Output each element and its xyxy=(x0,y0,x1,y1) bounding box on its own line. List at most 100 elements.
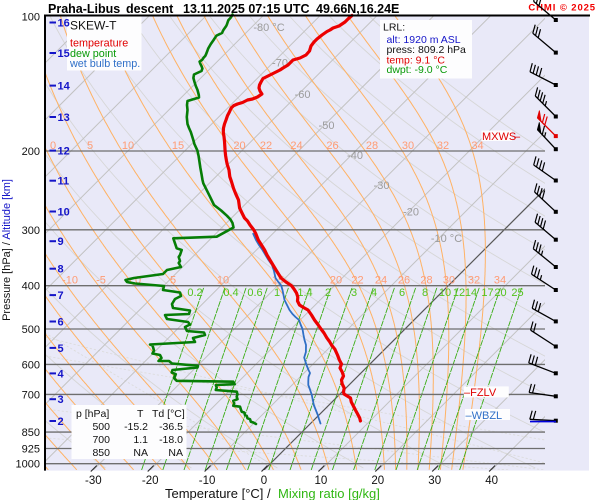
svg-text:Praha-Libus: Praha-Libus xyxy=(48,2,120,16)
svg-text:10: 10 xyxy=(439,287,451,299)
svg-text:30: 30 xyxy=(443,275,455,287)
svg-text:–WBZL: –WBZL xyxy=(466,410,503,422)
svg-text:0.6: 0.6 xyxy=(247,287,262,299)
svg-text:/: / xyxy=(267,486,271,500)
svg-text:NA: NA xyxy=(168,447,183,459)
svg-text:3: 3 xyxy=(58,394,64,406)
svg-text:13: 13 xyxy=(58,112,70,124)
svg-text:14: 14 xyxy=(465,287,477,299)
svg-text:15: 15 xyxy=(172,140,184,152)
svg-text:p [hPa]: p [hPa] xyxy=(76,408,109,420)
svg-text:MXWS: MXWS xyxy=(482,131,516,143)
svg-text:20: 20 xyxy=(371,475,384,487)
svg-text:5: 5 xyxy=(87,140,93,152)
svg-text:-30: -30 xyxy=(374,180,390,192)
svg-text:-50: -50 xyxy=(319,120,335,132)
svg-text:Td [°C]: Td [°C] xyxy=(152,408,185,420)
svg-text:24: 24 xyxy=(290,140,302,152)
svg-text:-20: -20 xyxy=(403,207,419,219)
svg-text:32: 32 xyxy=(437,140,449,152)
svg-text:700: 700 xyxy=(92,434,110,446)
svg-text:0: 0 xyxy=(50,140,56,152)
svg-text:200: 200 xyxy=(22,146,40,158)
svg-text:26: 26 xyxy=(398,275,410,287)
svg-text:30: 30 xyxy=(402,140,414,152)
svg-text:40: 40 xyxy=(485,475,498,487)
svg-text:32: 32 xyxy=(468,275,480,287)
svg-text:28: 28 xyxy=(420,275,432,287)
svg-text:LRL:: LRL: xyxy=(383,22,405,34)
svg-text:8: 8 xyxy=(422,287,428,299)
svg-text:10: 10 xyxy=(217,275,229,287)
svg-text:3: 3 xyxy=(351,287,357,299)
svg-text:0: 0 xyxy=(261,475,267,487)
svg-text:Temperature [°C]: Temperature [°C] xyxy=(165,486,263,500)
svg-text:24: 24 xyxy=(375,275,387,287)
svg-text:49.66N,16.24E: 49.66N,16.24E xyxy=(316,2,399,16)
svg-text:temp: 9.1 °C: temp: 9.1 °C xyxy=(387,55,446,67)
svg-text:500: 500 xyxy=(22,324,40,336)
svg-text:25: 25 xyxy=(511,287,523,299)
svg-text:14: 14 xyxy=(58,81,71,93)
svg-text:12: 12 xyxy=(58,146,70,158)
svg-text:0: 0 xyxy=(135,275,141,287)
svg-text:700: 700 xyxy=(22,389,40,401)
svg-text:dwpt: -9.0 °C: dwpt: -9.0 °C xyxy=(387,64,448,76)
svg-text:34: 34 xyxy=(494,275,506,287)
svg-text:34: 34 xyxy=(471,140,483,152)
svg-text:1.4: 1.4 xyxy=(297,287,312,299)
svg-text:6: 6 xyxy=(58,317,64,329)
svg-text:1000: 1000 xyxy=(16,459,40,471)
svg-text:17: 17 xyxy=(481,287,493,299)
svg-text:925: 925 xyxy=(22,444,40,456)
svg-text:10: 10 xyxy=(58,207,70,219)
svg-text:-20: -20 xyxy=(142,475,159,487)
svg-text:11: 11 xyxy=(58,176,70,188)
svg-text:100: 100 xyxy=(22,11,40,23)
svg-text:T: T xyxy=(137,408,144,420)
svg-text:Mixing ratio [g/kg]: Mixing ratio [g/kg] xyxy=(278,486,380,500)
svg-text:500: 500 xyxy=(92,421,110,433)
svg-text:20: 20 xyxy=(330,275,342,287)
svg-text:2: 2 xyxy=(325,287,331,299)
svg-text:-80 °C: -80 °C xyxy=(253,22,284,34)
svg-text:-18.0: -18.0 xyxy=(159,434,183,446)
svg-text:300: 300 xyxy=(22,225,40,237)
svg-text:CHMI © 2025: CHMI © 2025 xyxy=(528,3,596,14)
svg-text:-5: -5 xyxy=(96,275,106,287)
svg-text:400: 400 xyxy=(22,281,40,293)
svg-text:0.2: 0.2 xyxy=(187,287,202,299)
svg-text:press: 809.2 hPa: press: 809.2 hPa xyxy=(387,44,467,56)
svg-text:-10: -10 xyxy=(199,475,216,487)
svg-text:–FZLV: –FZLV xyxy=(464,387,497,399)
svg-text:1: 1 xyxy=(274,287,280,299)
svg-text:5: 5 xyxy=(170,275,176,287)
svg-text:temperature: temperature xyxy=(70,38,128,50)
svg-text:SKEW-T: SKEW-T xyxy=(70,19,117,33)
svg-text:600: 600 xyxy=(22,359,40,371)
svg-text:12: 12 xyxy=(453,287,465,299)
svg-text:-10 °C: -10 °C xyxy=(431,233,462,245)
svg-text:dew point: dew point xyxy=(70,48,116,60)
svg-text:1.1: 1.1 xyxy=(133,434,148,446)
svg-text:10: 10 xyxy=(315,475,328,487)
svg-text:10: 10 xyxy=(122,140,134,152)
svg-text:20: 20 xyxy=(233,140,245,152)
svg-text:22: 22 xyxy=(351,275,363,287)
svg-text:20: 20 xyxy=(494,287,506,299)
svg-text:16: 16 xyxy=(58,18,70,30)
svg-text:–: – xyxy=(514,131,521,143)
svg-text:15: 15 xyxy=(58,48,70,60)
svg-text:0.4: 0.4 xyxy=(223,287,238,299)
svg-text:4: 4 xyxy=(58,368,65,380)
svg-text:26: 26 xyxy=(326,140,338,152)
svg-text:descent: descent xyxy=(126,2,174,16)
svg-text:7: 7 xyxy=(58,290,64,302)
svg-text:-36.5: -36.5 xyxy=(159,421,183,433)
svg-text:2: 2 xyxy=(58,416,64,428)
svg-text:-30: -30 xyxy=(85,475,102,487)
svg-text:28: 28 xyxy=(366,140,378,152)
svg-text:850: 850 xyxy=(22,427,40,439)
svg-text:-10: -10 xyxy=(62,275,78,287)
svg-text:4: 4 xyxy=(371,287,377,299)
